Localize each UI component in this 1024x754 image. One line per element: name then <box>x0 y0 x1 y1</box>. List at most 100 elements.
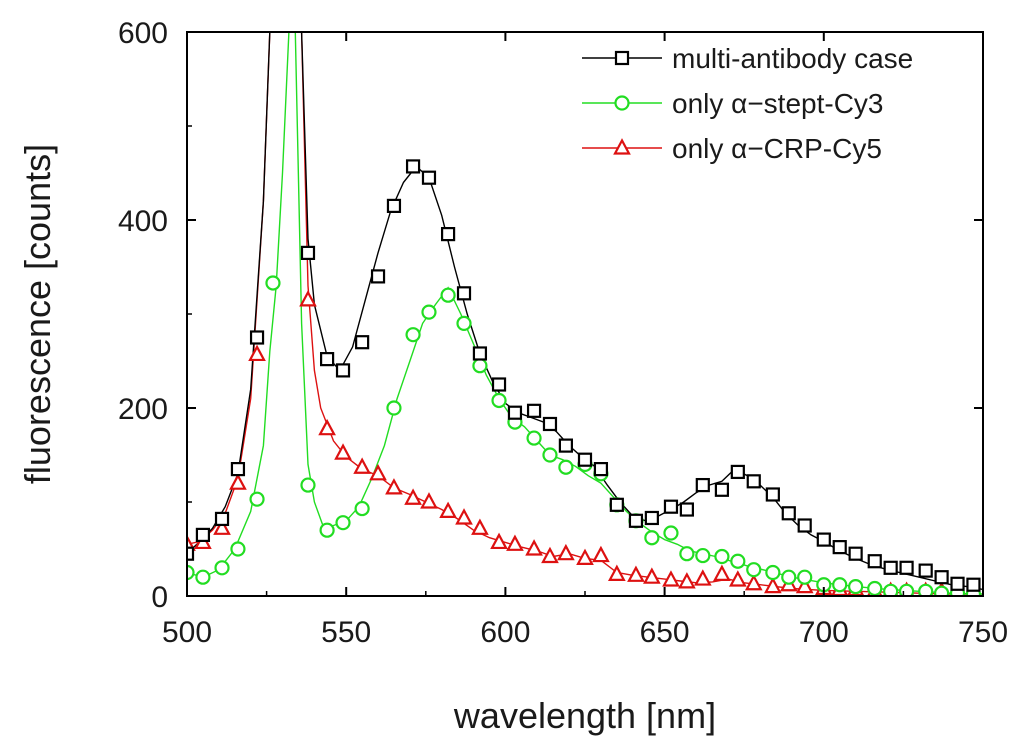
data-point <box>558 438 573 453</box>
data-point <box>455 508 473 525</box>
data-point <box>934 585 950 596</box>
data-point <box>507 405 523 420</box>
data-point <box>471 518 489 535</box>
legend-entry-3: only α−CRP-Cy5 <box>582 133 882 164</box>
ticks-layer: 500 550 600 650 700 750 0 200 400 600 <box>118 17 1008 649</box>
data-point <box>643 567 661 584</box>
legend-label: only α−stept-Cy3 <box>672 88 884 119</box>
data-point <box>592 545 610 563</box>
data-point <box>746 474 761 489</box>
data-point <box>195 569 211 585</box>
data-point <box>421 170 437 185</box>
data-point <box>764 576 782 594</box>
marker-layer <box>187 159 982 596</box>
data-point <box>456 315 472 331</box>
data-point <box>883 583 899 596</box>
data-point <box>663 525 679 541</box>
data-point <box>525 539 543 556</box>
series-markers-1 <box>187 159 981 592</box>
data-point <box>609 497 624 512</box>
data-point <box>386 400 402 416</box>
data-point <box>472 346 488 361</box>
data-point <box>693 569 712 586</box>
data-point <box>334 443 352 460</box>
data-point <box>370 269 386 284</box>
data-point <box>472 358 488 374</box>
data-point <box>491 377 507 392</box>
data-point <box>404 488 422 505</box>
data-point <box>318 418 336 436</box>
data-point <box>420 492 438 509</box>
data-point <box>335 515 351 531</box>
data-point <box>576 548 594 566</box>
data-point <box>491 392 507 409</box>
data-point <box>577 452 593 467</box>
data-point <box>628 513 644 528</box>
legend-marker <box>614 95 630 111</box>
legend-marker <box>614 50 630 66</box>
data-point <box>765 564 781 581</box>
data-point <box>229 473 247 490</box>
data-point <box>526 430 542 446</box>
data-point <box>230 462 246 477</box>
data-point <box>679 502 694 517</box>
data-point <box>867 554 882 569</box>
data-point <box>816 532 831 547</box>
data-point <box>214 511 230 527</box>
data-point <box>353 457 371 474</box>
x-tick-label: 750 <box>958 616 1008 649</box>
data-point <box>867 580 883 596</box>
data-point <box>557 543 575 561</box>
data-point <box>713 564 731 581</box>
legend-marker <box>613 138 631 155</box>
data-point <box>934 570 949 585</box>
data-point <box>663 499 679 514</box>
data-point <box>440 227 456 242</box>
data-point <box>781 506 796 521</box>
x-tick-label: 650 <box>640 616 690 649</box>
data-point <box>386 198 402 213</box>
data-point <box>213 518 231 535</box>
data-point <box>627 565 645 582</box>
y-tick-label: 400 <box>118 205 168 238</box>
x-tick-label: 500 <box>162 616 212 649</box>
data-point <box>249 330 265 345</box>
data-point <box>832 577 848 593</box>
data-point <box>714 482 730 497</box>
data-point <box>966 577 981 592</box>
data-point <box>187 534 196 551</box>
data-point <box>299 290 317 307</box>
data-point <box>714 548 730 565</box>
y-tick-label: 0 <box>151 581 168 614</box>
data-point <box>214 560 230 576</box>
legend-entry-2: only α−stept-Cy3 <box>582 88 884 119</box>
data-point <box>797 518 812 533</box>
data-point <box>918 563 933 578</box>
legend-label: only α−CRP-Cy5 <box>672 133 882 164</box>
y-axis-title: fluorescence [counts] <box>17 144 58 484</box>
data-point <box>607 564 626 581</box>
data-point <box>541 546 559 564</box>
data-point <box>456 286 472 301</box>
data-point <box>593 462 609 477</box>
data-point <box>950 576 965 591</box>
data-point <box>899 560 914 575</box>
data-point <box>187 564 195 581</box>
data-point <box>797 569 813 585</box>
data-point <box>187 546 195 561</box>
data-point <box>335 363 351 378</box>
data-point <box>319 522 335 538</box>
data-point <box>848 546 863 561</box>
data-point <box>385 478 403 495</box>
data-point <box>249 491 265 507</box>
data-point <box>558 459 574 475</box>
data-point <box>405 159 421 174</box>
data-point <box>542 447 558 463</box>
data-point <box>248 344 266 362</box>
data-point <box>230 541 246 557</box>
data-point <box>265 275 281 291</box>
data-point <box>695 477 710 493</box>
data-point <box>918 583 934 596</box>
data-point <box>744 573 763 591</box>
